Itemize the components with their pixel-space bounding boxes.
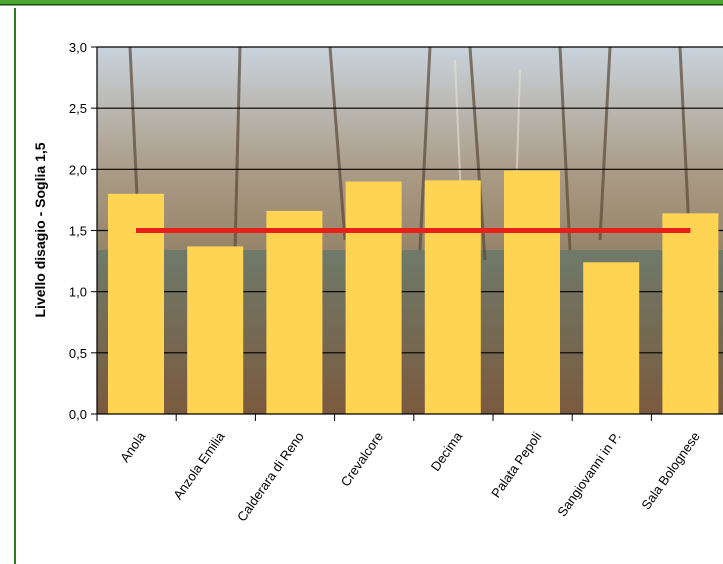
x-category-label: Sangiovanni in P. [554,429,623,519]
bar [266,210,323,414]
x-category-label: Anzola Emilia [170,428,228,502]
bar [662,213,719,414]
frame-top-inner-line [0,4,723,6]
bar [187,246,244,414]
x-category-label: Crevalcore [338,429,386,489]
bar [424,180,481,414]
y-tick-label: 1,5 [69,224,87,239]
frame-top-border [0,0,723,4]
y-tick-label: 0,0 [69,407,87,422]
y-tick-label: 1,0 [69,285,87,300]
bar [108,193,164,414]
y-tick-label: 2,0 [69,162,87,177]
bar [583,262,640,414]
axes [91,46,723,421]
x-category-label: Anola [117,428,149,464]
x-category-label: Decima [428,428,466,473]
y-tick-label: 2,5 [69,101,87,116]
x-category-label: Palata Pepoli [488,429,544,500]
frame-left-border [14,8,16,564]
bars [108,170,719,414]
bar [345,181,402,414]
y-tick-label: 0,5 [69,346,87,361]
y-tick-labels: 0,0 0,5 1,0 1,5 2,0 2,5 3,0 [69,40,87,422]
x-category-label: Calderara di Reno [234,429,307,524]
y-axis-label: Livello disagio - Soglia 1,5 [32,142,48,317]
y-tick-label: 3,0 [69,40,87,55]
x-category-labels: Anola Anzola Emilia Calderara di Reno Creva… [117,428,703,524]
bar [504,170,560,414]
x-category-label: Sala Bolognese [638,429,703,512]
